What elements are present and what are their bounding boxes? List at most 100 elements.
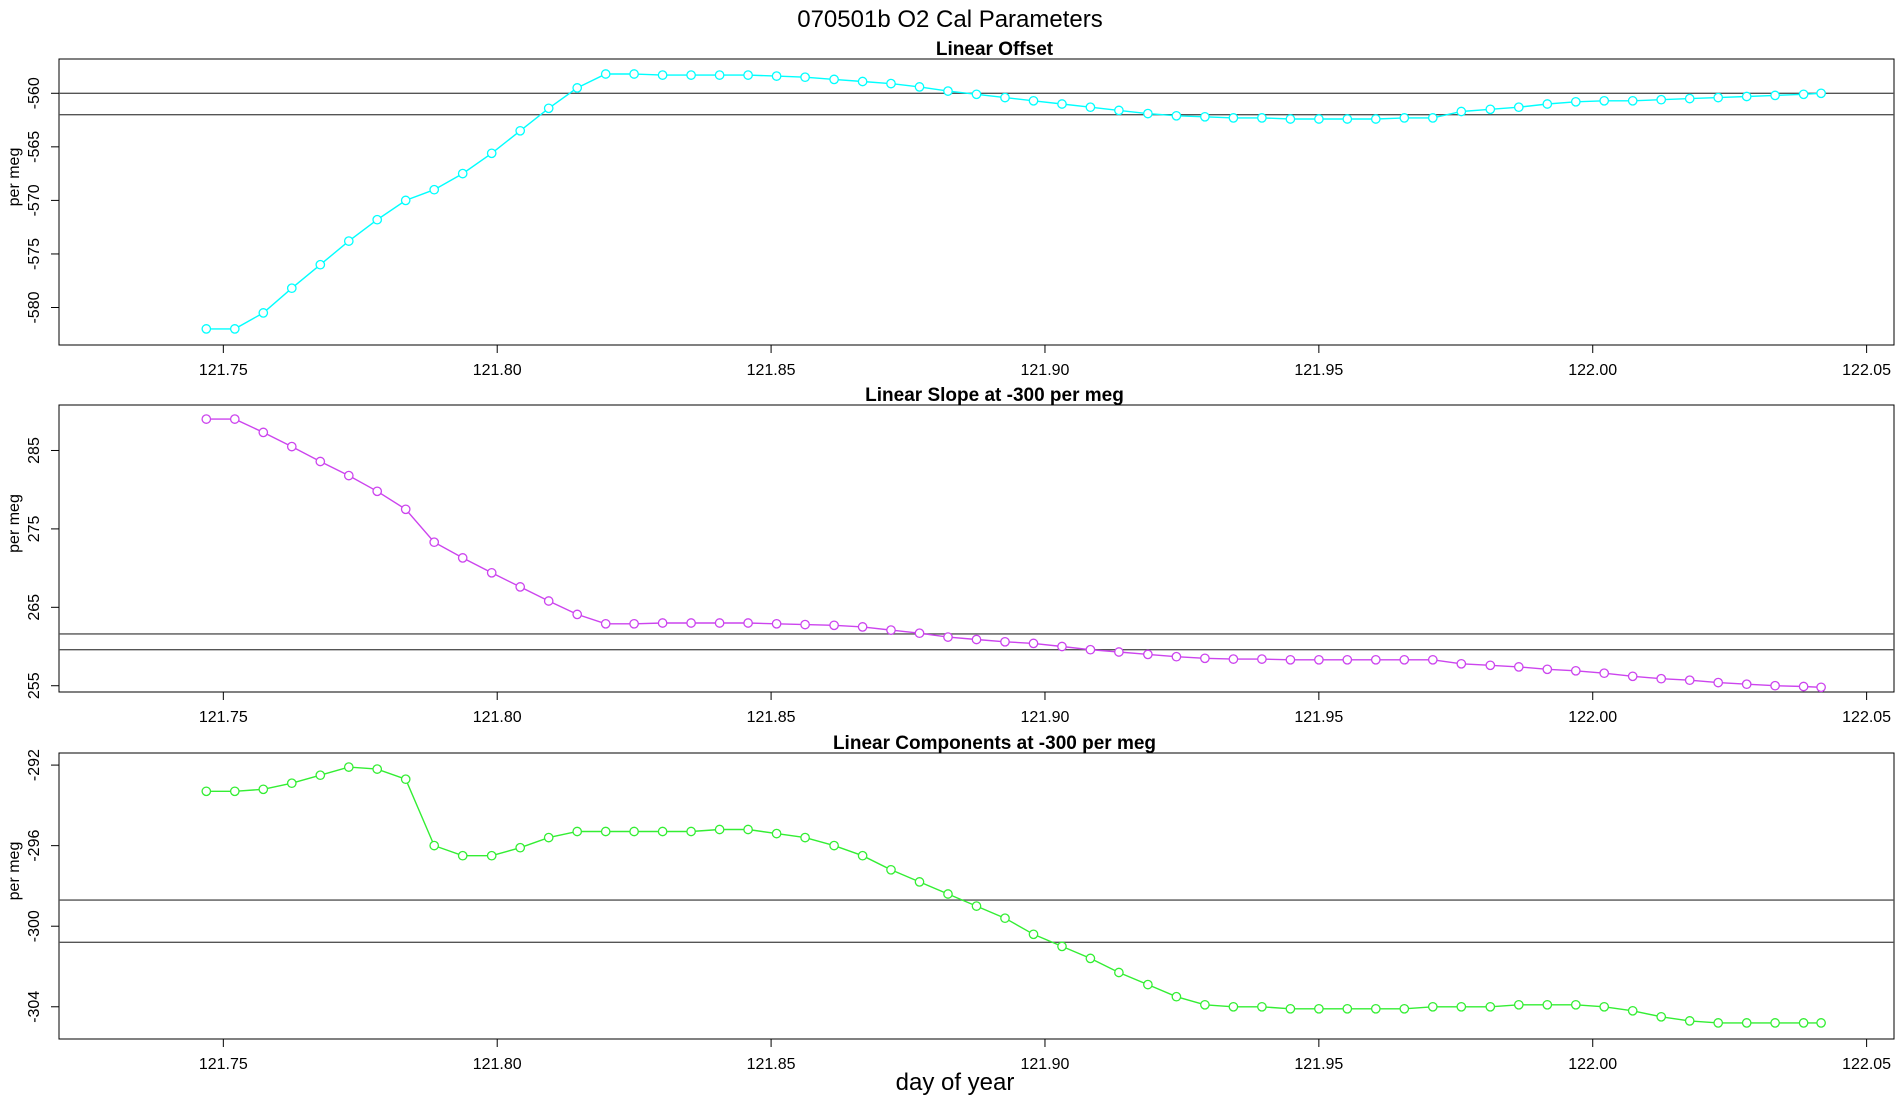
data-point [1257, 1001, 1267, 1012]
panel-2: Linear Slope at -300 per meg 121.75 121.80… [6, 385, 1895, 726]
data-point [771, 71, 782, 81]
data-point [315, 456, 326, 467]
data-point [1798, 681, 1809, 692]
y-tick-label: 265 [26, 594, 43, 621]
data-point [971, 901, 982, 911]
data-point [1314, 654, 1324, 665]
data-point [800, 832, 810, 843]
data-point [572, 83, 583, 93]
data-point [1599, 1001, 1610, 1012]
data-point [1656, 673, 1667, 684]
data-point [600, 826, 611, 837]
x-tick-label: 121.75 [199, 362, 248, 379]
y-axis-label: per meg [6, 494, 23, 553]
x-tick-label: 121.85 [747, 1056, 796, 1073]
data-point [686, 826, 696, 837]
data-point [1427, 1001, 1438, 1012]
panel-title: Linear Slope at -300 per meg [865, 385, 1124, 406]
data-point [1000, 92, 1010, 103]
data-point [457, 168, 468, 179]
data-point [886, 625, 896, 635]
data-point [714, 70, 725, 80]
data-point [1085, 953, 1096, 964]
data-point [1143, 979, 1153, 990]
data-point [1399, 113, 1410, 123]
data-point [629, 826, 639, 837]
data-point [686, 70, 696, 80]
data-point [714, 824, 725, 835]
y-tick-label: 275 [26, 515, 43, 542]
y-tick-label: -300 [26, 910, 43, 942]
figure-title: 070501b O2 Cal Parameters [797, 6, 1103, 33]
data-point [1399, 1003, 1410, 1014]
data-point [1770, 680, 1780, 691]
data-point [914, 628, 925, 639]
data-point [657, 826, 668, 837]
data-point [515, 125, 526, 136]
x-tick-label: 121.80 [473, 1056, 522, 1073]
y-tick-label: -304 [26, 991, 43, 1023]
series-line [206, 73, 1822, 330]
y-tick-label: -296 [26, 830, 43, 862]
data-point [201, 786, 212, 797]
data-point [1485, 1001, 1496, 1012]
data-point [1200, 111, 1210, 122]
data-point [1257, 654, 1267, 664]
data-point [1057, 641, 1067, 652]
panel-1: Linear Offset 121.75 121.80 121.85 121.90 121… [6, 39, 1895, 379]
data-point [1342, 1003, 1353, 1014]
data-point [800, 72, 810, 83]
x-tick-label: 121.95 [1294, 709, 1343, 726]
panels: Linear Offset 121.75 121.80 121.85 121.90 121… [6, 39, 1895, 1073]
data-point [286, 441, 297, 452]
data-point [429, 537, 440, 548]
data-point [1171, 110, 1182, 121]
data-point [1314, 1003, 1324, 1014]
data-point [286, 778, 297, 789]
data-point [829, 840, 839, 851]
data-point [457, 850, 468, 861]
data-point [429, 840, 440, 851]
data-point [914, 877, 925, 887]
data-point [1370, 654, 1381, 665]
data-point [1171, 991, 1182, 1002]
y-tick-label: -580 [26, 291, 43, 323]
data-point [1684, 1016, 1695, 1026]
plot-frame [58, 58, 1895, 346]
y-tick-label: 285 [26, 437, 43, 464]
panel-title: Linear Components at -300 per meg [833, 733, 1156, 754]
data-point [829, 620, 839, 631]
data-point [1028, 929, 1039, 940]
data-point [1427, 654, 1438, 665]
data-point [286, 283, 297, 294]
data-point [1599, 668, 1610, 679]
data-point [1542, 999, 1553, 1010]
data-point [943, 86, 953, 96]
data-point [1000, 913, 1010, 924]
data-point [1456, 1001, 1467, 1012]
data-point [914, 82, 925, 92]
x-tick-label: 121.75 [199, 709, 248, 726]
series-line [206, 766, 1822, 1024]
data-point [1542, 99, 1553, 109]
data-point [1228, 654, 1239, 664]
data-point [943, 889, 953, 899]
y-axis-label: per meg [6, 148, 23, 207]
x-tick-label: 121.95 [1294, 362, 1343, 379]
x-tick-label: 122.05 [1842, 1056, 1891, 1073]
data-point [1816, 88, 1826, 99]
y-tick-label: -570 [26, 184, 43, 216]
plot-frame [58, 752, 1895, 1040]
x-tick-label: 122.00 [1568, 362, 1617, 379]
x-tick-label: 121.85 [747, 709, 796, 726]
data-point [1816, 1018, 1826, 1028]
data-point [1028, 638, 1039, 649]
data-point [1171, 651, 1182, 662]
data-point [486, 850, 497, 861]
data-point [971, 89, 982, 100]
data-point [343, 762, 354, 772]
data-point [1342, 114, 1353, 124]
data-point [457, 553, 468, 563]
x-tick-label: 121.80 [473, 362, 522, 379]
x-tick-label: 121.90 [1021, 362, 1070, 379]
